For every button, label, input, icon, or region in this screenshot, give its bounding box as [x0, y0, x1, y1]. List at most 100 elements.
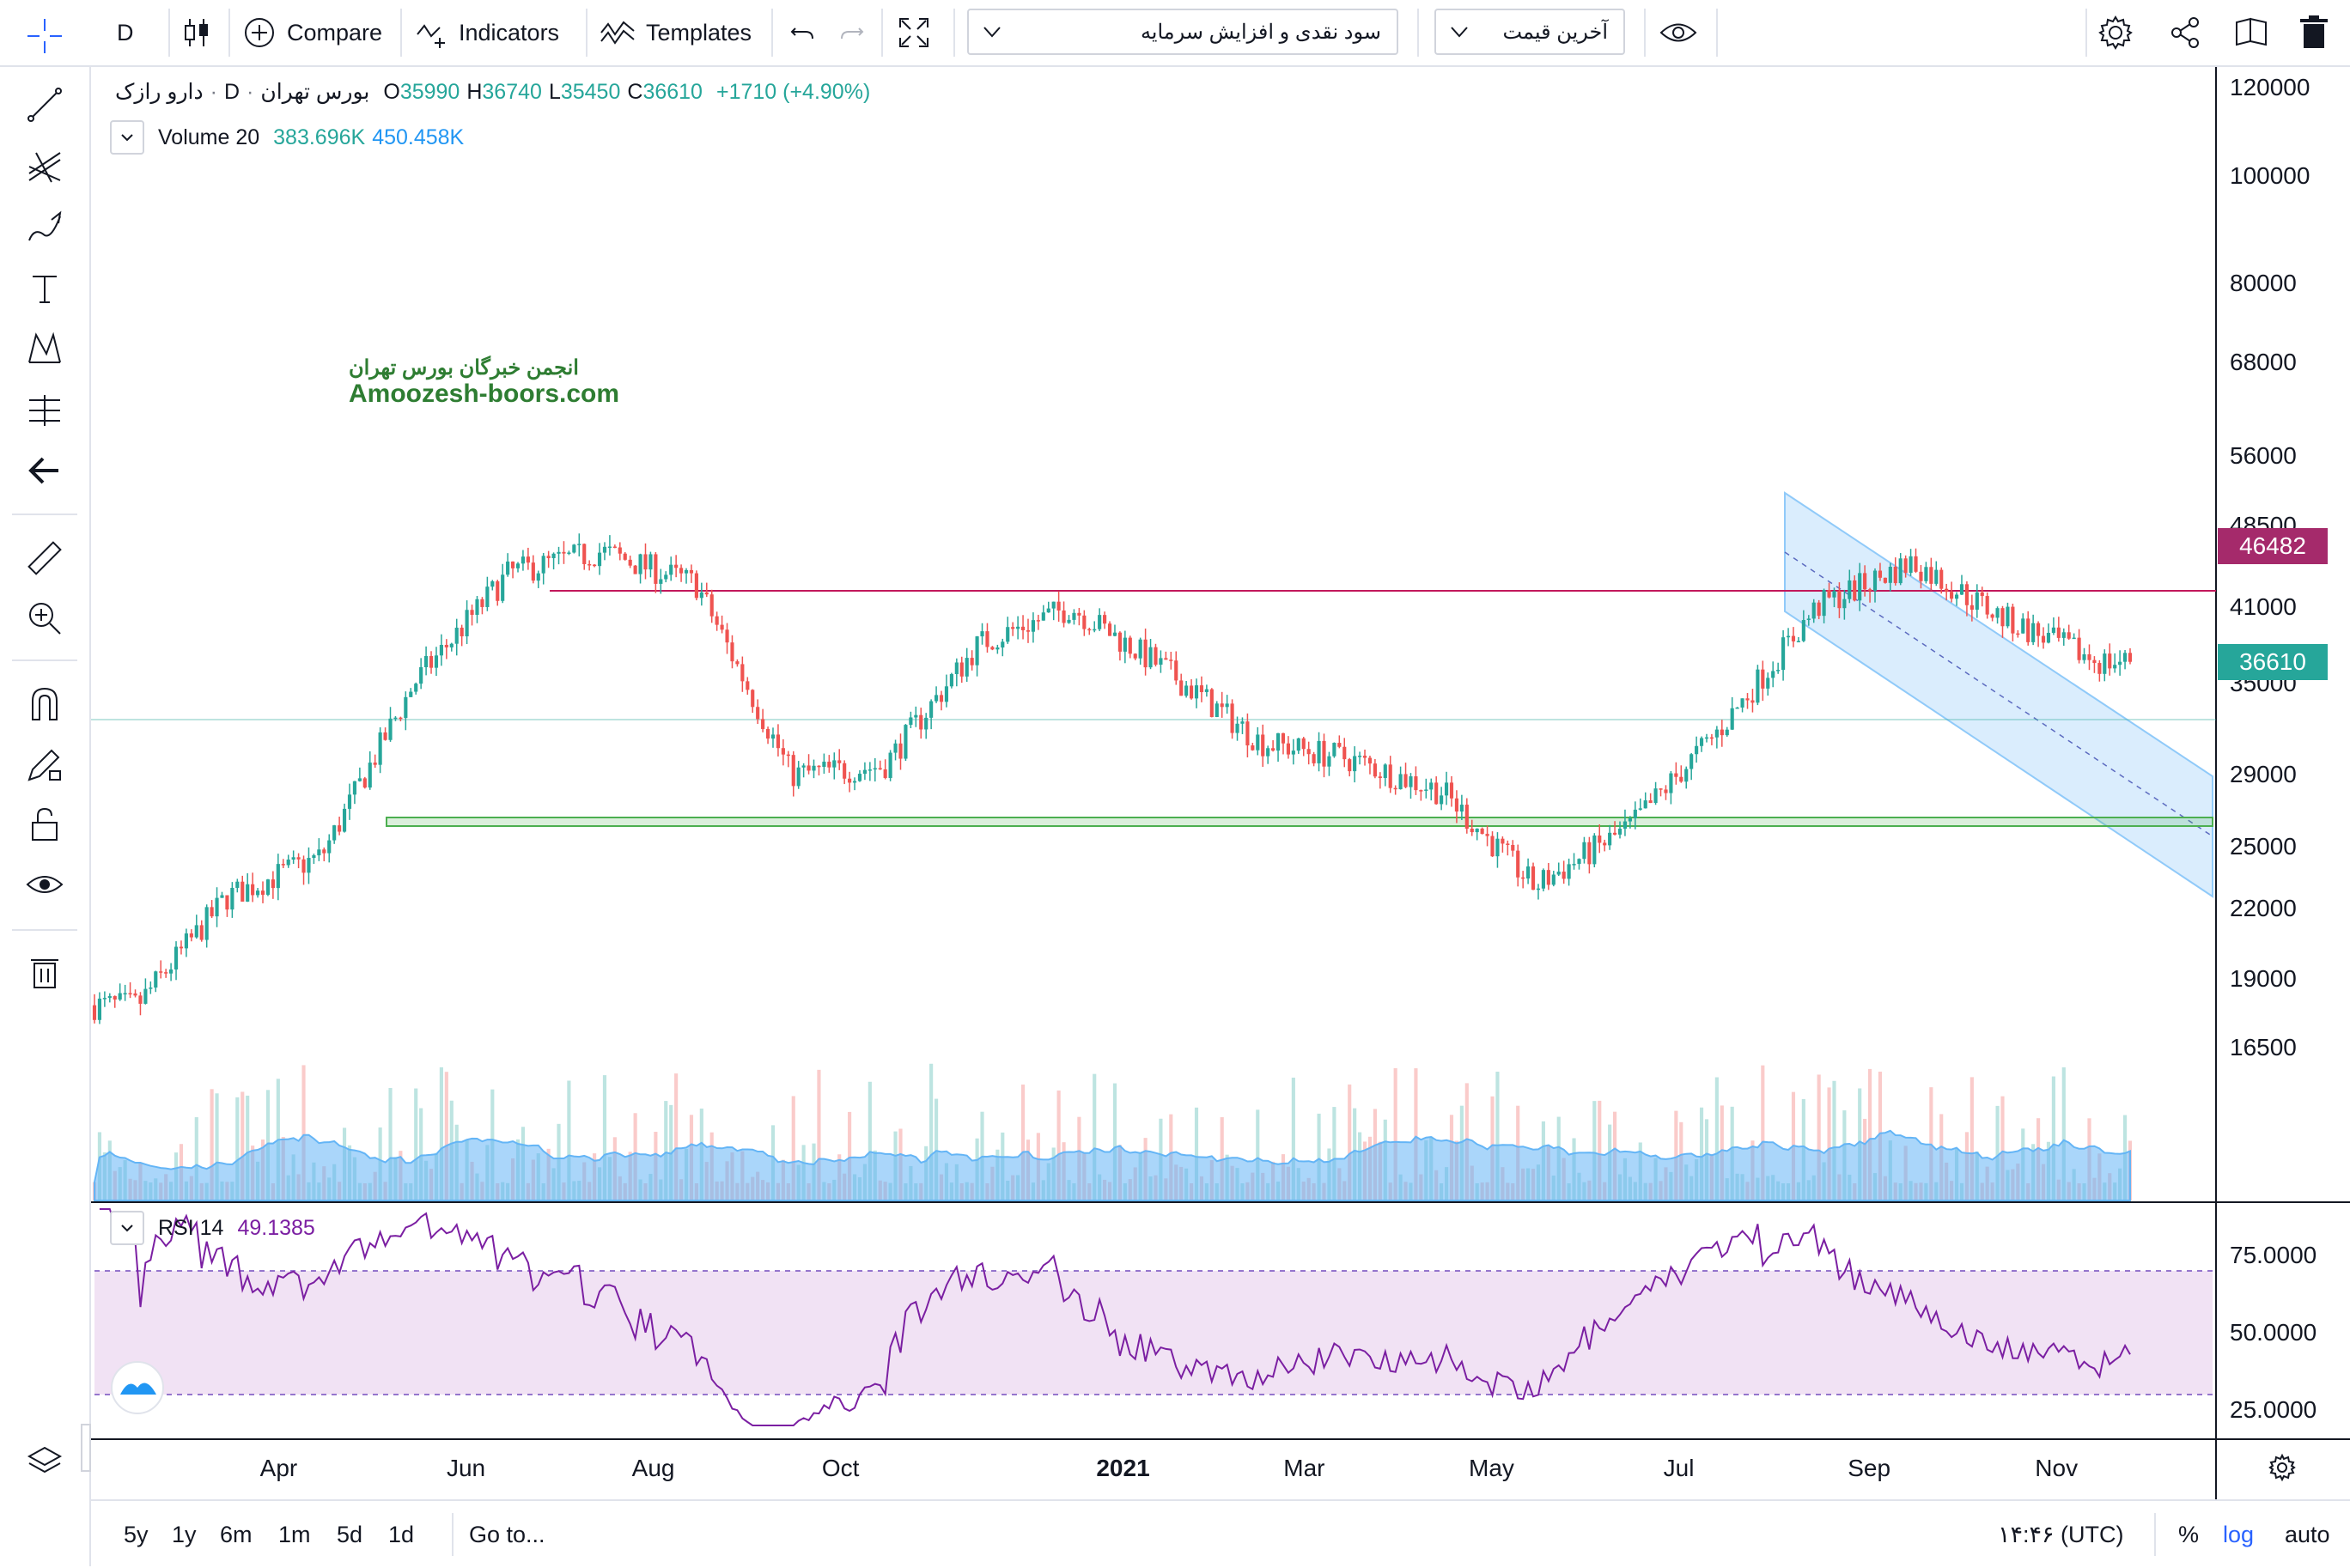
text-icon — [33, 276, 57, 303]
toolbar-collapse-handle[interactable] — [81, 1424, 91, 1472]
range-button-1m[interactable]: 1m — [278, 1521, 311, 1547]
templates-button[interactable]: Templates — [598, 0, 752, 65]
candle-body — [1883, 577, 1887, 583]
undo-button[interactable] — [788, 0, 818, 65]
volume-bar — [602, 1075, 607, 1200]
candle-body — [1613, 832, 1617, 835]
auto-toggle[interactable]: auto — [2285, 1501, 2330, 1568]
candle-body — [1128, 637, 1132, 654]
candle-body — [1459, 805, 1464, 812]
candle-body — [985, 631, 989, 647]
crosshair-tool[interactable] — [19, 10, 70, 62]
volume-bar — [929, 1063, 934, 1200]
candle-body — [1562, 872, 1566, 879]
delete-button[interactable] — [2298, 0, 2329, 65]
legend-collapse-button[interactable] — [110, 1211, 144, 1245]
candle-body — [659, 579, 663, 584]
candle-body — [338, 825, 342, 832]
candle-style-button[interactable] — [182, 0, 211, 65]
support-zone[interactable] — [386, 817, 2213, 827]
candle-body — [276, 864, 280, 889]
indicators-button[interactable]: Indicators — [414, 0, 559, 65]
volume-name[interactable]: Volume 20 — [158, 125, 260, 149]
range-button-5y[interactable]: 5y — [124, 1521, 149, 1547]
hide-toolbar-button[interactable] — [19, 445, 70, 496]
pattern-tool[interactable] — [19, 323, 70, 374]
candle-body — [1725, 729, 1729, 736]
settings-button[interactable] — [2097, 0, 2134, 65]
volume-bar — [848, 1111, 852, 1200]
candle-body — [1327, 756, 1331, 767]
candle-body — [684, 569, 689, 574]
tradingview-logo-mark — [120, 1383, 156, 1395]
candle-body — [143, 988, 148, 1004]
price-tag: 46482 — [2218, 528, 2328, 565]
time-tick-label: Mar — [1283, 1455, 1325, 1481]
candle-body — [138, 995, 143, 1004]
pitchfork-tool[interactable] — [19, 141, 70, 192]
range-button-5d[interactable]: 5d — [337, 1521, 363, 1547]
pencil-lock-icon — [27, 749, 61, 781]
channel-fill[interactable] — [1784, 491, 2213, 898]
candle-body — [1275, 732, 1281, 751]
candle-body — [1348, 759, 1352, 772]
symbol-name[interactable]: دارو رازک — [115, 80, 204, 104]
candle-body — [1419, 790, 1423, 792]
compare-button[interactable]: Compare — [242, 0, 382, 65]
legend-collapse-button[interactable] — [110, 120, 144, 155]
zoom-tool[interactable] — [19, 593, 70, 644]
timezone-button[interactable]: ۱۴:۴۶ (UTC) — [1998, 1501, 2123, 1568]
candle-body — [169, 969, 174, 974]
candle-body — [1990, 614, 1994, 618]
candle-body — [1225, 703, 1229, 708]
trend-line-tool[interactable] — [19, 79, 70, 131]
fullscreen-button[interactable] — [897, 0, 931, 65]
chevron-down-icon — [1451, 27, 1468, 38]
rsi-tick-label: 50.0000 — [2230, 1319, 2317, 1346]
toolbar-divider — [881, 9, 883, 57]
object-tree-button[interactable] — [2233, 0, 2269, 65]
text-tool[interactable] — [19, 263, 70, 314]
candle-body — [414, 684, 418, 692]
open-value: 35990 — [399, 79, 460, 104]
log-toggle[interactable]: log — [2223, 1501, 2254, 1568]
hide-drawings-tool[interactable] — [19, 859, 70, 910]
magnet-tool[interactable] — [19, 678, 70, 730]
exchange-name: بورس تهران — [260, 80, 370, 104]
candle-body — [786, 754, 790, 757]
drawing-toolbar — [0, 19, 91, 1566]
range-button-1y[interactable]: 1y — [172, 1521, 197, 1547]
interval-button[interactable]: D — [117, 0, 134, 65]
candle-body — [1286, 743, 1290, 755]
prediction-tool[interactable] — [19, 385, 70, 436]
candle-body — [347, 794, 352, 809]
candle-body — [1888, 567, 1892, 583]
goto-button[interactable]: Go to... — [469, 1501, 545, 1568]
range-button-6m[interactable]: 6m — [220, 1521, 253, 1547]
candle-body — [1776, 670, 1781, 672]
percent-toggle[interactable]: % — [2178, 1501, 2199, 1568]
lock-all-tool[interactable] — [19, 799, 70, 850]
study-dropdown[interactable]: سود نقدی و افزایش سرمایه — [967, 9, 1398, 55]
candle-body — [1209, 689, 1214, 718]
brush-tool[interactable] — [19, 203, 70, 254]
candle-body — [546, 556, 551, 558]
candle-body — [480, 599, 484, 607]
rsi-name[interactable]: RSI 14 — [158, 1215, 224, 1240]
candle-body — [317, 849, 321, 856]
candle-body — [1220, 703, 1224, 708]
lock-drawings-tool[interactable] — [19, 738, 70, 790]
layers-button[interactable] — [19, 1436, 70, 1487]
price-source-dropdown[interactable]: آخرین قیمت — [1434, 9, 1625, 55]
visibility-button[interactable] — [1658, 0, 1699, 65]
range-button-1d[interactable]: 1d — [388, 1521, 415, 1547]
share-button[interactable] — [2168, 0, 2202, 65]
scale-settings-button[interactable] — [2268, 1453, 2297, 1486]
candle-body — [1036, 620, 1040, 622]
measure-tool[interactable] — [19, 532, 70, 584]
redo-button[interactable] — [837, 0, 866, 65]
remove-drawings-tool[interactable] — [19, 946, 70, 998]
candle-body — [1969, 605, 1974, 610]
candle-body — [1240, 721, 1245, 724]
